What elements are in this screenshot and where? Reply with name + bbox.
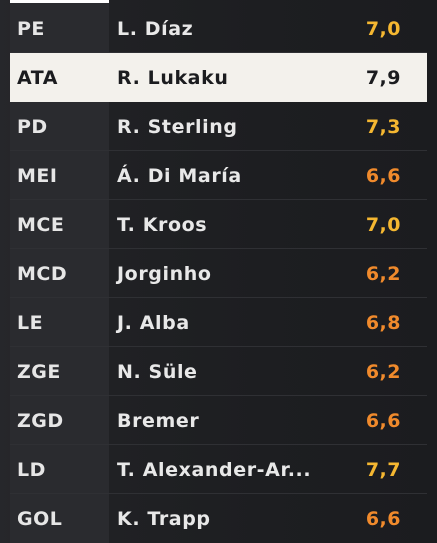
player-row[interactable]: MCD Jorginho 6,2: [0, 249, 437, 298]
player-name: Á. Di María: [117, 164, 242, 187]
position-column-tab-indicator: [10, 0, 109, 3]
player-name: Bremer: [117, 409, 200, 432]
player-position: LE: [17, 311, 44, 334]
row-divider: [10, 395, 427, 396]
player-name: T. Alexander-Ar...: [117, 458, 312, 481]
player-row[interactable]: GOL K. Trapp 6,6: [0, 494, 437, 543]
player-row[interactable]: PD R. Sterling 7,3: [0, 102, 437, 151]
player-rating: 6,6: [365, 409, 401, 432]
player-position: LD: [17, 458, 46, 481]
player-row[interactable]: MCE T. Kroos 7,0: [0, 200, 437, 249]
player-name: K. Trapp: [117, 507, 211, 530]
player-name: R. Sterling: [117, 115, 238, 138]
row-divider: [10, 199, 427, 200]
row-divider: [10, 444, 427, 445]
player-rating: 6,8: [365, 311, 401, 334]
player-rating: 7,3: [365, 115, 401, 138]
player-position: MCD: [17, 262, 68, 285]
player-row[interactable]: ZGE N. Süle 6,2: [0, 347, 437, 396]
player-rating: 6,6: [365, 507, 401, 530]
player-position: ZGD: [17, 409, 64, 432]
player-name: N. Süle: [117, 360, 198, 383]
player-position: GOL: [17, 507, 63, 530]
row-divider: [10, 150, 427, 151]
row-divider: [10, 493, 427, 494]
row-divider: [10, 297, 427, 298]
player-rating: 7,9: [365, 66, 401, 89]
player-name: L. Díaz: [117, 17, 194, 40]
row-divider: [10, 248, 427, 249]
player-rating: 7,7: [365, 458, 401, 481]
player-rating: 7,0: [365, 17, 401, 40]
row-divider: [10, 346, 427, 347]
row-divider: [10, 52, 427, 53]
player-list: PE L. Díaz 7,0 ATA R. Lukaku 7,9 PD R. S…: [0, 4, 437, 543]
player-row[interactable]: PE L. Díaz 7,0: [0, 4, 437, 53]
player-position: ATA: [17, 66, 58, 89]
player-name: T. Kroos: [117, 213, 208, 236]
player-position: PE: [17, 17, 45, 40]
player-name: R. Lukaku: [117, 66, 229, 89]
player-rating: 6,2: [365, 360, 401, 383]
player-name: J. Alba: [117, 311, 190, 334]
player-rating: 6,2: [365, 262, 401, 285]
player-position: MCE: [17, 213, 65, 236]
player-row[interactable]: ZGD Bremer 6,6: [0, 396, 437, 445]
player-row[interactable]: MEI Á. Di María 6,6: [0, 151, 437, 200]
player-position: PD: [17, 115, 48, 138]
player-position: MEI: [17, 164, 58, 187]
player-rating: 7,0: [365, 213, 401, 236]
player-position: ZGE: [17, 360, 61, 383]
player-name: Jorginho: [117, 262, 212, 285]
player-row-selected[interactable]: ATA R. Lukaku 7,9: [10, 53, 427, 102]
player-row[interactable]: LD T. Alexander-Ar... 7,7: [0, 445, 437, 494]
player-row[interactable]: LE J. Alba 6,8: [0, 298, 437, 347]
player-rating: 6,6: [365, 164, 401, 187]
